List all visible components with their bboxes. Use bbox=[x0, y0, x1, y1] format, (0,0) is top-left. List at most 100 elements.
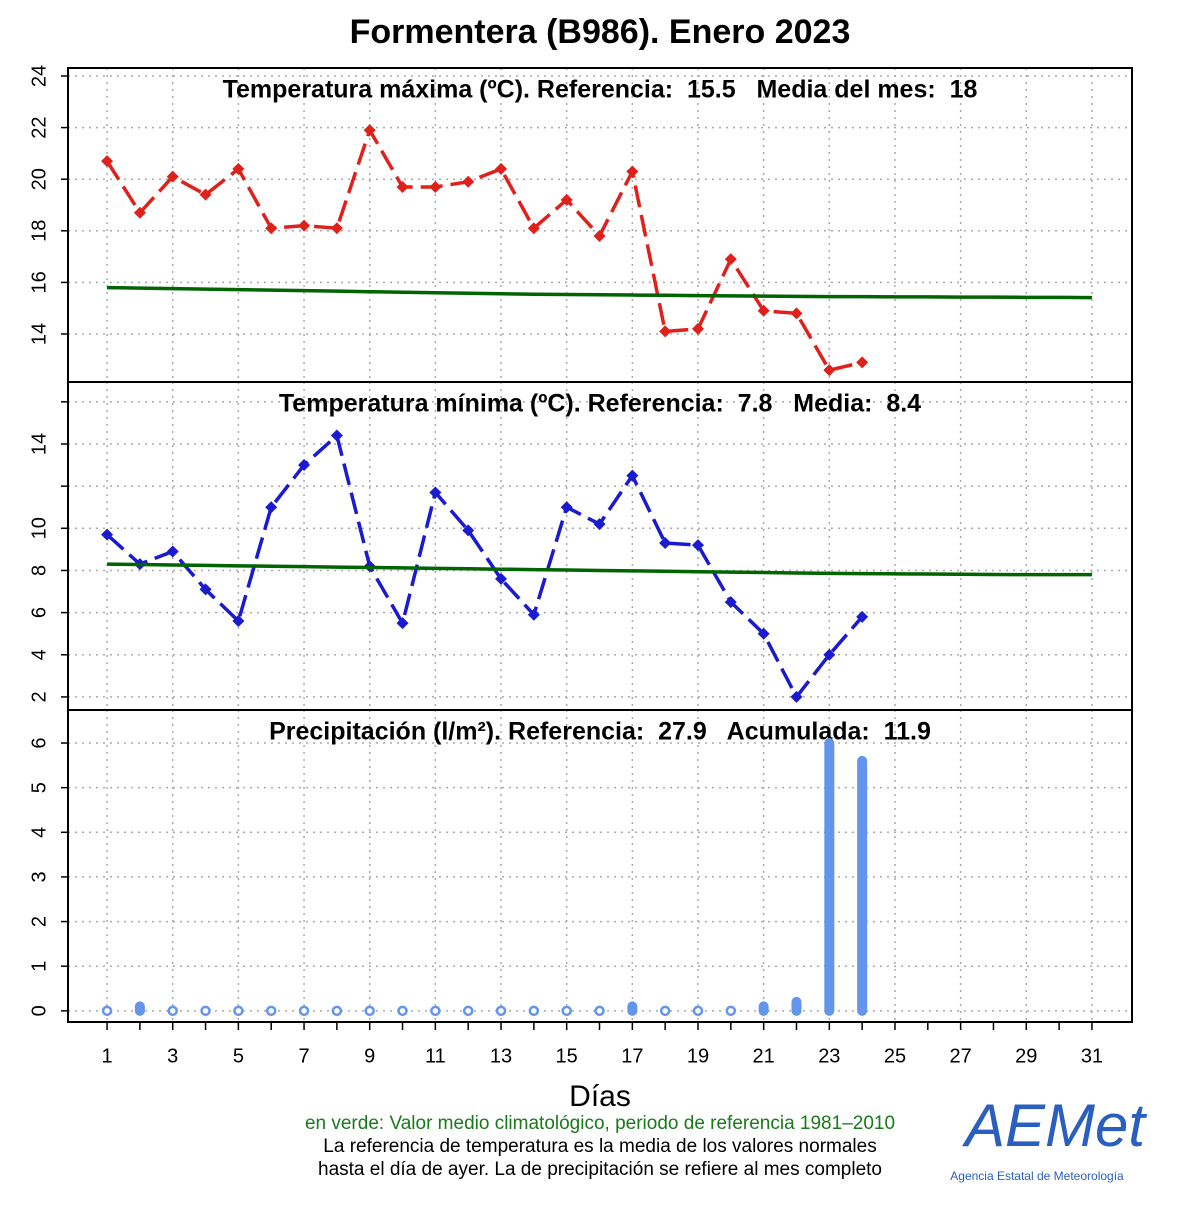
marker bbox=[133, 206, 146, 219]
marker bbox=[265, 222, 278, 235]
marker bbox=[330, 222, 343, 235]
x-tick-label: 17 bbox=[621, 1045, 643, 1067]
x-tick-label: 25 bbox=[884, 1045, 906, 1067]
bar bbox=[167, 1005, 178, 1017]
y-tick-label: 2 bbox=[28, 916, 50, 927]
logo-subtitle: Agencia Estatal de Meteorología bbox=[950, 1169, 1124, 1183]
y-tick-label: 14 bbox=[28, 433, 50, 455]
y-tick-label: 24 bbox=[28, 65, 50, 87]
marker bbox=[790, 690, 803, 703]
bar bbox=[495, 1005, 507, 1017]
x-tick-label: 21 bbox=[753, 1045, 775, 1067]
note-green: en verde: Valor medio climatológico, per… bbox=[305, 1113, 895, 1134]
bar bbox=[725, 1005, 737, 1017]
marker bbox=[593, 229, 606, 242]
x-tick-label: 23 bbox=[818, 1045, 840, 1067]
marker bbox=[691, 322, 704, 335]
marker bbox=[560, 193, 573, 206]
y-tick-label: 3 bbox=[28, 871, 50, 882]
y-tick-label: 10 bbox=[28, 517, 50, 539]
marker bbox=[232, 162, 245, 175]
panel-frame bbox=[67, 67, 1133, 383]
marker bbox=[659, 537, 672, 550]
logo: AEMet bbox=[962, 1092, 1147, 1159]
bar bbox=[462, 1005, 474, 1017]
panel-frame bbox=[67, 709, 1133, 1023]
bar bbox=[397, 1005, 408, 1017]
line bbox=[105, 432, 864, 701]
x-tick-label: 29 bbox=[1015, 1045, 1037, 1067]
y-tick-label: 8 bbox=[28, 565, 50, 576]
marker bbox=[330, 429, 343, 442]
panel-title: Precipitación (l/m²). Referencia: 27.9 A… bbox=[269, 718, 931, 746]
bar bbox=[430, 1005, 441, 1017]
marker bbox=[527, 608, 540, 621]
marker bbox=[298, 219, 311, 232]
marker bbox=[232, 615, 245, 628]
marker bbox=[166, 170, 179, 183]
x-tick-label: 1 bbox=[102, 1045, 113, 1067]
marker bbox=[757, 627, 770, 640]
x-tick-label: 9 bbox=[364, 1045, 375, 1067]
marker bbox=[626, 469, 639, 482]
bar bbox=[692, 1005, 704, 1017]
marker bbox=[823, 648, 836, 661]
bar bbox=[561, 1005, 572, 1017]
marker bbox=[724, 596, 737, 609]
bar bbox=[101, 1005, 113, 1017]
bar bbox=[594, 1005, 605, 1017]
chart-title: Formentera (B986). Enero 2023 bbox=[350, 13, 851, 51]
marker bbox=[199, 583, 212, 596]
bar bbox=[233, 1005, 244, 1017]
marker bbox=[101, 155, 114, 168]
panel-frame bbox=[67, 381, 1133, 711]
marker bbox=[790, 307, 803, 320]
marker bbox=[691, 539, 704, 552]
marker bbox=[527, 222, 540, 235]
marker bbox=[101, 528, 114, 541]
marker bbox=[265, 501, 278, 514]
marker bbox=[396, 180, 409, 193]
note: hasta el día de ayer. La de precipitació… bbox=[318, 1159, 882, 1180]
x-tick-label: 3 bbox=[167, 1045, 178, 1067]
line bbox=[107, 285, 1092, 300]
x-tick-label: 5 bbox=[233, 1045, 244, 1067]
x-tick-label: 13 bbox=[490, 1045, 512, 1067]
marker bbox=[396, 617, 409, 630]
marker bbox=[429, 486, 442, 499]
bar bbox=[331, 1005, 343, 1017]
marker bbox=[560, 501, 573, 514]
x-axis-label: Días bbox=[569, 1080, 631, 1113]
y-tick-label: 16 bbox=[28, 271, 50, 293]
y-tick-label: 14 bbox=[28, 323, 50, 345]
bar bbox=[364, 1005, 375, 1017]
marker bbox=[495, 162, 508, 175]
bar bbox=[200, 1005, 211, 1017]
y-tick-label: 2 bbox=[28, 691, 50, 702]
y-tick-label: 5 bbox=[28, 782, 50, 793]
marker bbox=[823, 364, 836, 377]
x-tick-label: 7 bbox=[298, 1045, 309, 1067]
marker bbox=[757, 304, 770, 317]
marker bbox=[626, 165, 639, 178]
bar bbox=[659, 1005, 671, 1017]
y-tick-label: 0 bbox=[28, 1005, 50, 1016]
x-tick-label: 11 bbox=[425, 1045, 446, 1067]
x-tick-label: 27 bbox=[950, 1045, 972, 1067]
y-tick-label: 20 bbox=[28, 168, 50, 190]
marker bbox=[429, 180, 442, 193]
marker bbox=[856, 610, 869, 623]
marker bbox=[199, 188, 212, 201]
y-tick-label: 1 bbox=[28, 961, 50, 972]
x-tick-label: 15 bbox=[556, 1045, 578, 1067]
y-tick-label: 6 bbox=[28, 607, 50, 618]
marker bbox=[462, 175, 475, 188]
bar bbox=[265, 1005, 277, 1017]
marker bbox=[363, 124, 376, 137]
marker bbox=[298, 459, 311, 472]
line bbox=[105, 125, 863, 373]
line bbox=[107, 562, 1092, 577]
bar bbox=[528, 1005, 540, 1017]
y-tick-label: 22 bbox=[28, 116, 50, 138]
x-tick-label: 31 bbox=[1081, 1045, 1103, 1067]
